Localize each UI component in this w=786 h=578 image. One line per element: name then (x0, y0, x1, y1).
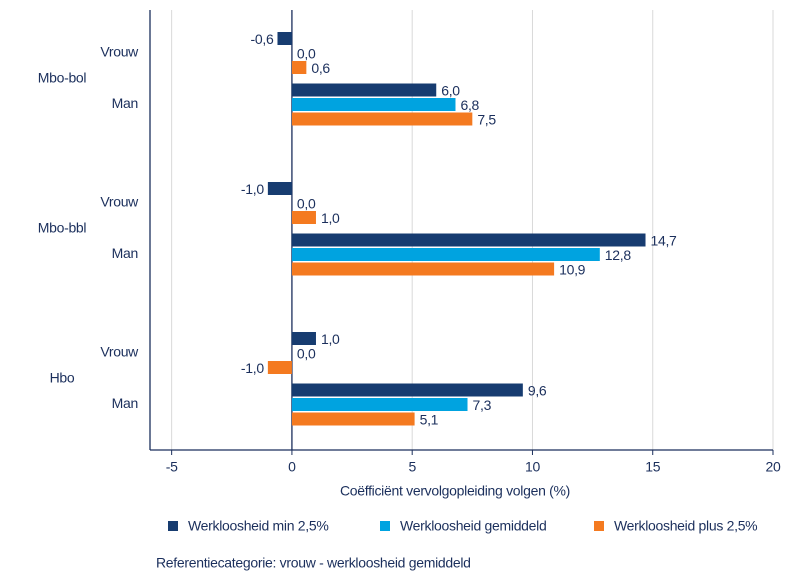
legend-swatch (168, 521, 178, 531)
value-label: -1,0 (241, 360, 264, 376)
bar (291, 383, 523, 397)
legend-swatch (594, 521, 604, 531)
group-label: Mbo-bbl (38, 219, 87, 235)
bar (291, 332, 316, 345)
x-tick-label: -5 (166, 459, 178, 475)
value-label: 7,5 (477, 112, 496, 128)
category-label: Vrouw (100, 344, 139, 360)
value-label: 10,9 (559, 262, 586, 278)
legend-swatch (380, 521, 390, 531)
bar (267, 361, 292, 374)
value-label: 6,8 (460, 97, 479, 113)
bar (291, 262, 555, 276)
bar (291, 61, 307, 74)
value-label: 9,6 (528, 383, 547, 399)
bar (291, 412, 415, 426)
value-label: 14,7 (651, 233, 678, 249)
legend-label: Werkloosheid plus 2,5% (614, 518, 757, 534)
bar (291, 83, 437, 97)
value-label: 6,0 (441, 83, 460, 99)
value-label: 1,0 (321, 210, 340, 226)
bar (291, 98, 456, 111)
x-tick-label: 15 (645, 459, 660, 475)
value-label: 0,0 (297, 46, 316, 62)
bar (291, 233, 646, 247)
value-label: -0,6 (251, 31, 274, 47)
x-tick-label: 20 (766, 459, 781, 475)
x-axis-label: Coëfficiënt vervolgopleiding volgen (%) (340, 483, 570, 499)
bar (291, 211, 316, 224)
value-label: 0,6 (311, 60, 330, 76)
bar (291, 398, 468, 411)
category-label: Man (112, 245, 138, 261)
category-label: Vrouw (100, 44, 139, 60)
value-label: 0,0 (297, 346, 316, 362)
value-label: 7,3 (473, 397, 492, 413)
value-label: -1,0 (241, 181, 264, 197)
footnote: Referentiecategorie: vrouw - werklooshei… (156, 555, 471, 571)
bar (291, 248, 600, 261)
category-label: Vrouw (100, 194, 139, 210)
value-label: 5,1 (420, 412, 439, 428)
x-tick-label: 10 (525, 459, 540, 475)
bar (277, 32, 292, 45)
group-label: Hbo (50, 369, 75, 385)
category-label: Man (112, 95, 138, 111)
group-label: Mbo-bol (38, 69, 87, 85)
x-tick-label: 5 (408, 459, 416, 475)
bar (291, 112, 473, 126)
value-label: 12,8 (605, 247, 632, 263)
value-label: 1,0 (321, 331, 340, 347)
value-label: 0,0 (297, 196, 316, 212)
x-tick-label: 0 (288, 459, 296, 475)
legend-label: Werkloosheid gemiddeld (400, 518, 546, 534)
legend-label: Werkloosheid min 2,5% (188, 518, 329, 534)
bar (267, 182, 292, 195)
category-label: Man (112, 395, 138, 411)
